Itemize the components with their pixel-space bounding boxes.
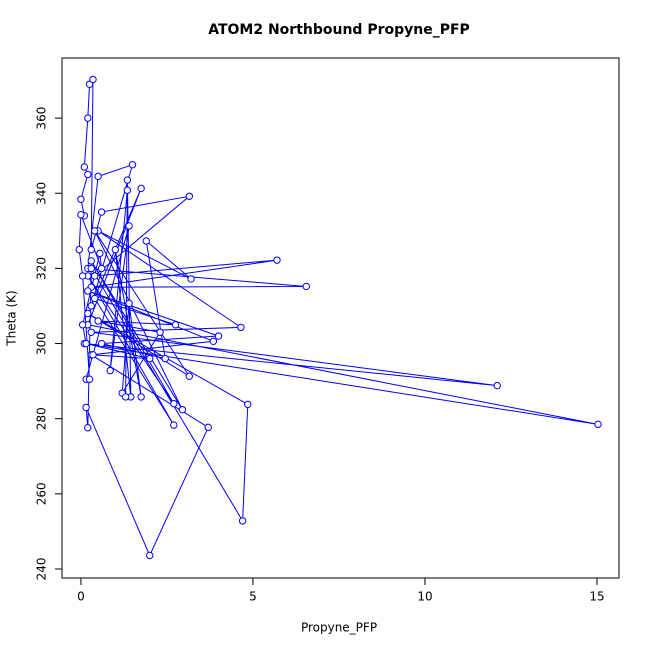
data-point [84,170,92,179]
data-point [75,245,83,254]
data-point [97,339,106,348]
data-point [97,208,106,216]
data-point [77,195,85,203]
data-point [90,227,99,235]
data-point [156,328,164,336]
data-point [87,245,95,254]
data-point [97,264,106,273]
x-tick-label: 5 [249,590,257,604]
data-point [96,249,104,258]
plot-box [61,57,620,579]
chart-title: ATOM2 Northbound Propyne_PFP [208,22,470,38]
data-point [209,337,218,345]
y-tick-label: 300 [35,332,49,355]
x-tick-label: 10 [417,590,432,604]
data-point [111,245,120,254]
data-point [123,176,132,184]
data-point [187,275,195,283]
data-point [82,403,90,412]
y-tick-label: 340 [35,182,49,205]
y-tick-label: 260 [35,482,49,505]
data-point [85,375,94,383]
data-point [87,257,95,265]
data-point [170,421,178,429]
data-point [146,354,154,363]
data-point [123,186,132,194]
data-point [204,423,212,432]
data-point [89,75,97,84]
data-point [82,339,90,348]
data-point [85,80,94,89]
data-point [84,287,92,295]
data-point [137,184,145,193]
data-point [89,351,97,359]
data-point [80,163,89,171]
data-point [90,272,99,280]
y-axis-label: Theta (K) [5,290,19,346]
data-point [78,321,87,329]
data-point [78,272,87,280]
data-point [77,210,85,219]
data-point [146,551,154,560]
data-point [84,309,92,318]
data-point [137,393,145,401]
data-point [178,405,187,414]
data-point [125,222,133,230]
data-point [87,302,95,310]
data-point [94,172,102,181]
data-point [171,321,180,329]
data-point [302,282,310,291]
x-tick-label: 0 [77,590,85,604]
data-point [84,424,92,432]
data-point [125,299,133,308]
data-line [78,77,599,557]
data-point [161,354,169,363]
data-point [84,114,92,122]
y-tick-label: 360 [35,107,49,130]
data-point [128,161,137,169]
data-point [273,256,281,264]
x-axis-label: Propyne_PFP [301,621,377,635]
data-point [214,332,223,340]
y-tick-label: 320 [35,257,49,280]
data-point [121,393,130,401]
data-point [94,317,102,325]
data-point [106,366,114,375]
y-tick-label: 280 [35,407,49,430]
data-point [185,372,193,380]
x-tick-label: 15 [589,590,604,604]
data-point [594,420,602,429]
data-point [244,400,252,409]
data-point [493,381,501,390]
data-point [87,264,95,273]
data-point [87,328,95,336]
data-point [170,399,178,408]
data-point [90,294,99,303]
y-tick-label: 240 [35,558,49,581]
data-point [185,192,193,200]
data-point [142,237,150,245]
data-point [238,517,247,525]
data-point [237,323,245,332]
